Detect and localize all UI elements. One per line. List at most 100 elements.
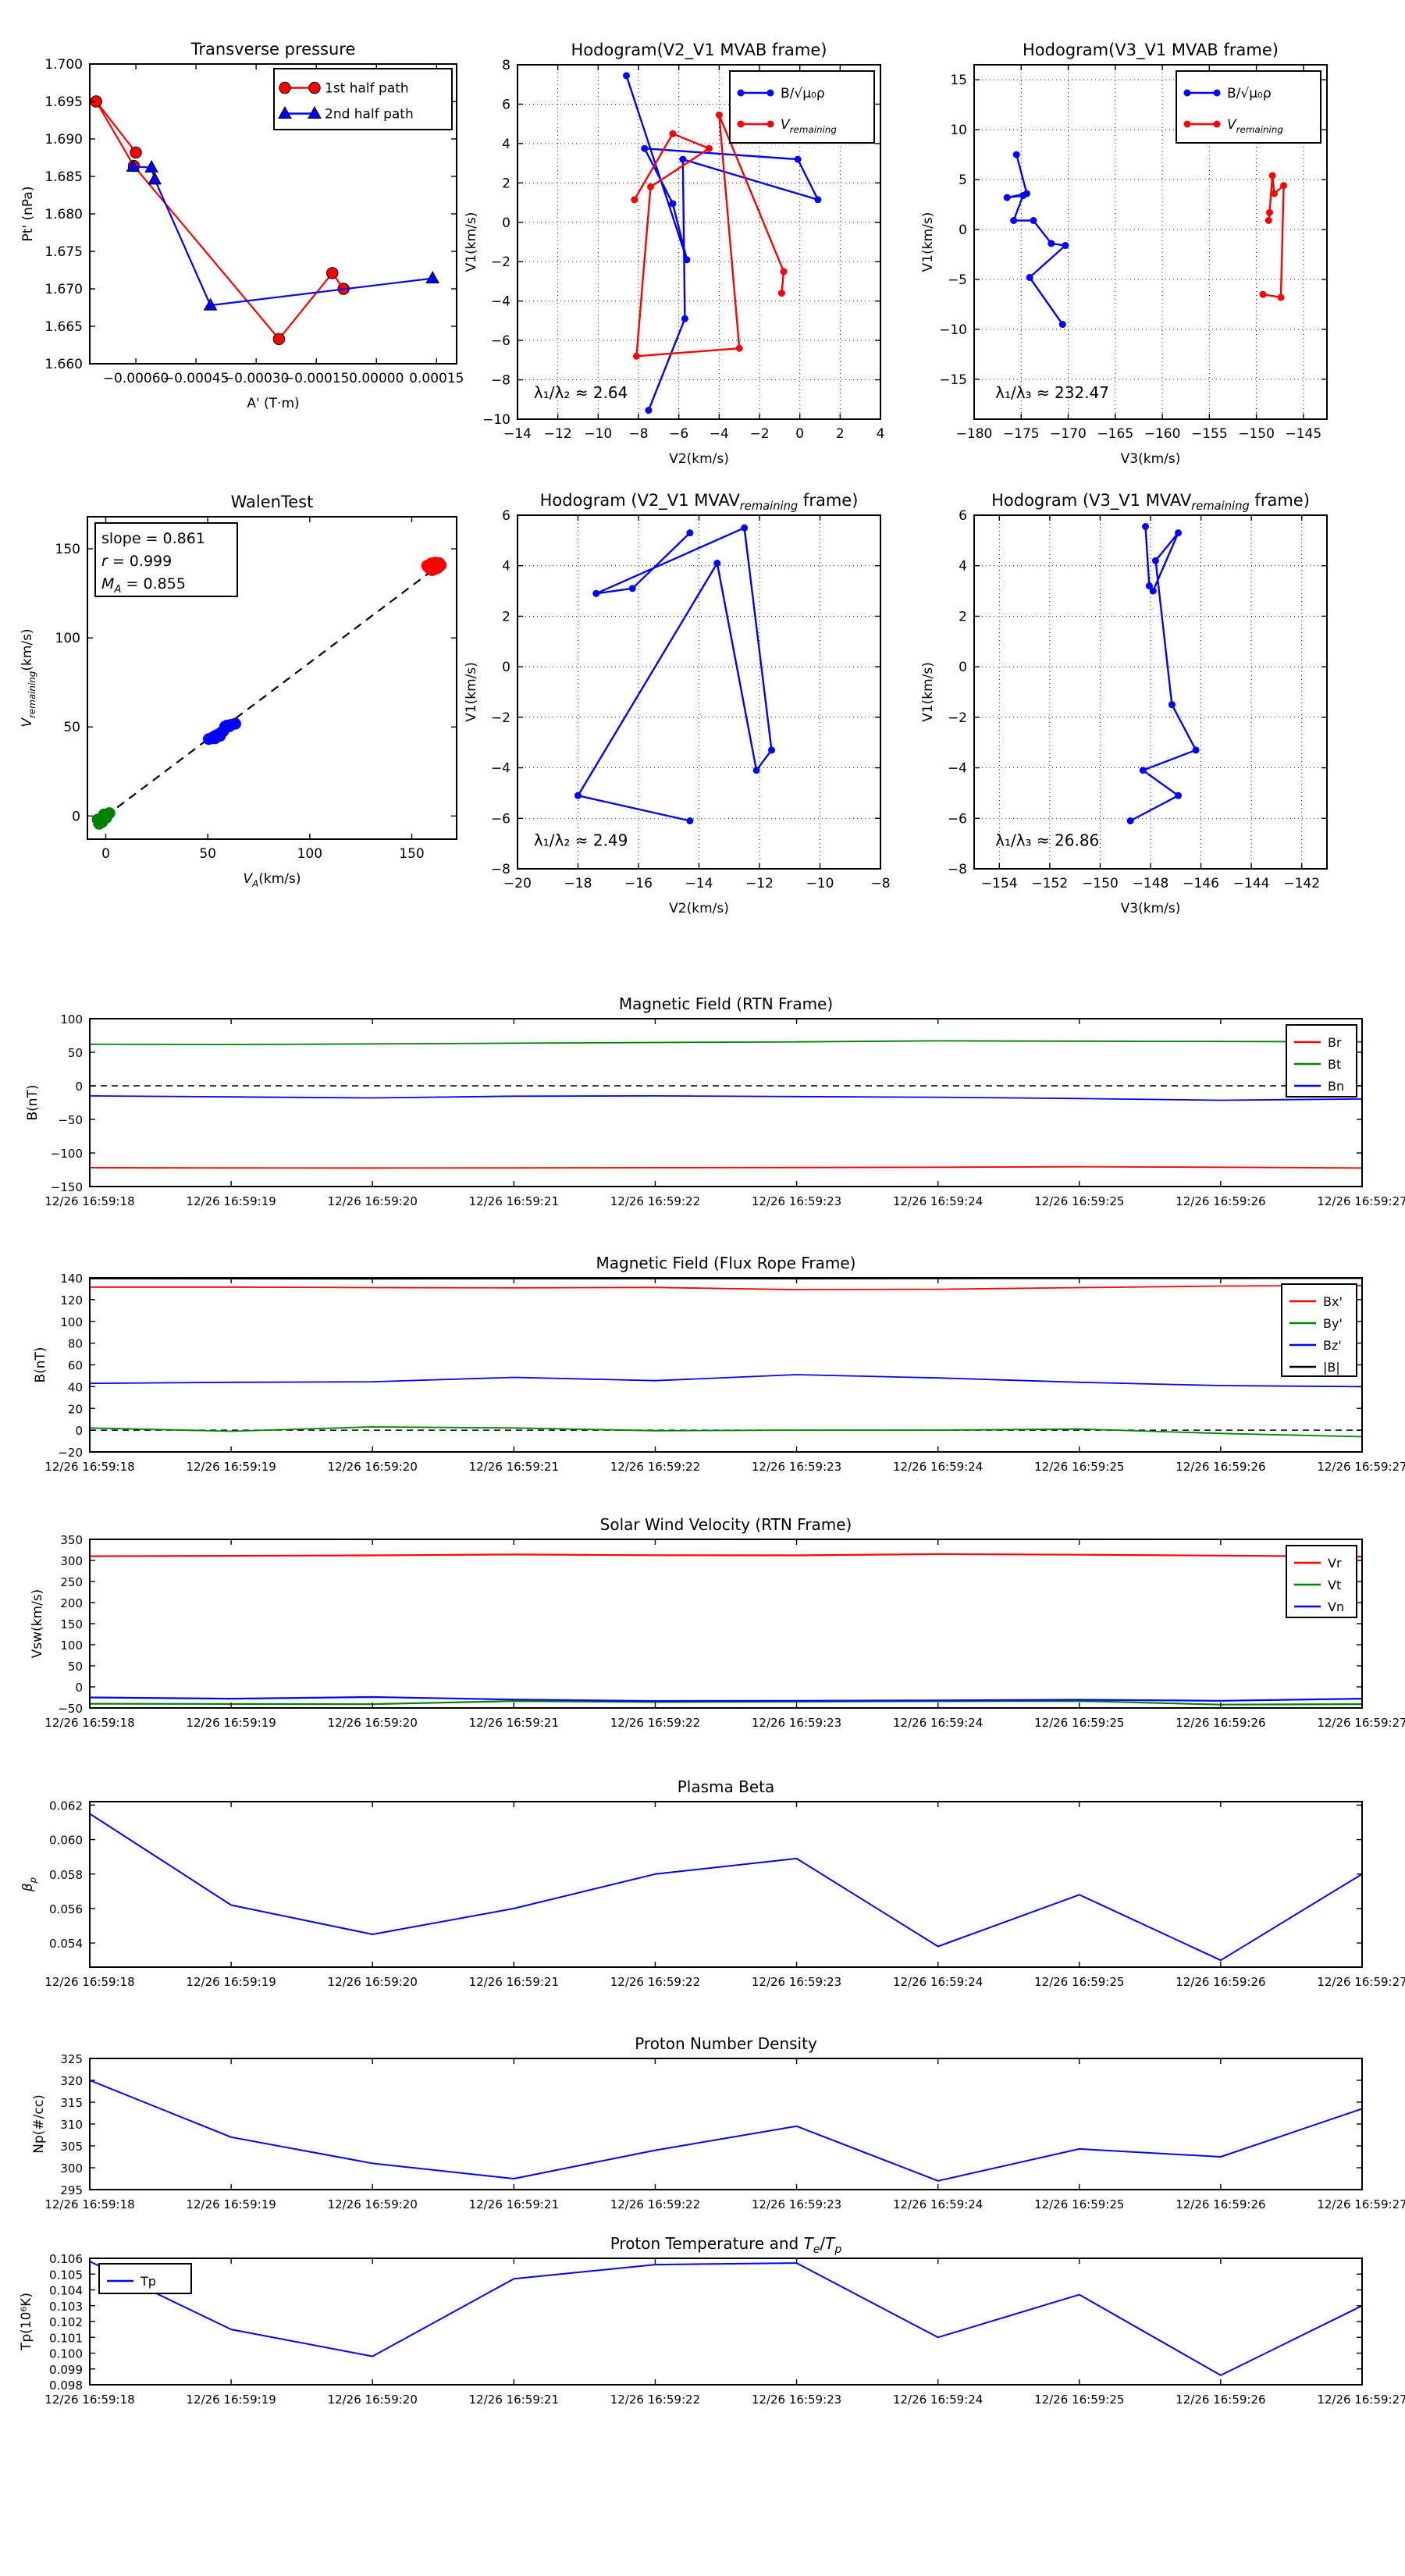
y-tick-label: 0.099 <box>49 2363 83 2377</box>
y-tick-label: 300 <box>60 1554 83 1568</box>
y-tick-label: −2 <box>491 254 510 270</box>
x-tick-label: 12/26 16:59:21 <box>469 1975 559 1989</box>
series-Bt <box>89 1040 1363 1045</box>
x-tick-label: 12/26 16:59:19 <box>186 1716 276 1730</box>
chart-title: Magnetic Field (RTN Frame) <box>619 994 833 1013</box>
y-tick-label: 5 <box>959 173 967 188</box>
x-tick-label: 12/26 16:59:18 <box>44 1460 134 1474</box>
data-point <box>432 561 444 574</box>
series-line <box>89 1813 1363 1962</box>
y-tick-label: 0.056 <box>49 1902 83 1916</box>
x-tick-label: −20 <box>503 876 532 891</box>
legend-item-label: Vremaining <box>781 117 837 135</box>
series-inbound-points <box>91 807 116 830</box>
y-tick-label: −100 <box>51 1147 83 1161</box>
chart-title: Magnetic Field (Flux Rope Frame) <box>596 1254 856 1272</box>
x-tick-label: 150 <box>399 846 424 862</box>
chart-title: Transverse pressure <box>190 40 356 59</box>
data-point-dot <box>1026 273 1033 281</box>
y-tick-label: −4 <box>491 761 510 777</box>
x-tick-label: 12/26 16:59:25 <box>1034 1975 1124 1989</box>
x-tick-label: 12/26 16:59:24 <box>893 2197 983 2211</box>
legend-frame <box>1176 70 1321 144</box>
data-point-dot <box>1271 190 1279 197</box>
data-point-dot <box>1010 217 1018 225</box>
chart-plasma_beta: 12/26 16:59:18 12/26 16:59:19 12/26 16:59:… <box>20 1777 1405 1989</box>
y-tick-label: 0 <box>72 809 80 824</box>
x-tick-label: −160 <box>1144 426 1181 442</box>
data-point-dot <box>741 524 749 532</box>
y-tick-label: −150 <box>51 1180 83 1194</box>
y-axis-label: βp <box>20 1877 38 1892</box>
y-tick-label: 0 <box>75 1681 83 1695</box>
y-tick-label: 1.685 <box>44 169 83 185</box>
y-tick-label: 6 <box>502 97 510 112</box>
x-tick-label: −142 <box>1283 876 1320 891</box>
data-point-dot <box>669 200 677 208</box>
y-tick-label: −2 <box>948 710 967 726</box>
y-axis-label: V1(km/s) <box>920 212 936 272</box>
x-tick-label: 12/26 16:59:19 <box>186 1460 276 1474</box>
x-tick-label: −6 <box>669 426 688 442</box>
data-point-dot <box>679 155 687 163</box>
data-point-dot <box>669 130 677 137</box>
y-tick-label: 0.060 <box>49 1834 83 1848</box>
data-point-dot <box>767 120 774 128</box>
data-point-dot <box>1012 151 1020 158</box>
x-tick-label: 12/26 16:59:22 <box>610 1716 700 1730</box>
y-tick-label: −2 <box>491 710 510 726</box>
series-B- <box>574 524 775 825</box>
data-point-dot <box>735 344 743 352</box>
y-axis-label: Pt' (nPa) <box>20 187 36 242</box>
x-tick-label: −0.00015 <box>283 371 350 386</box>
x-tick-label: 12/26 16:59:20 <box>328 1194 418 1208</box>
x-tick-label: 12/26 16:59:25 <box>1034 1194 1124 1208</box>
data-point-dot <box>1139 767 1147 774</box>
series-line <box>89 2080 1363 2182</box>
data-point-circle <box>326 267 339 279</box>
y-axis-label: Vremaining(km/s) <box>20 628 37 727</box>
x-tick-label: −148 <box>1133 876 1169 891</box>
data-point-dot <box>631 196 638 204</box>
series-Br <box>89 1165 1363 1169</box>
x-tick-label: −10 <box>584 426 612 442</box>
data-point-dot <box>683 256 691 264</box>
series-line <box>1005 154 1067 326</box>
y-tick-label: 1.670 <box>44 282 83 297</box>
x-tick-label: −150 <box>1082 876 1119 891</box>
x-tick-label: 12/26 16:59:26 <box>1176 1975 1265 1989</box>
y-tick-label: 4 <box>502 559 510 575</box>
x-tick-label: 12/26 16:59:24 <box>893 1975 983 1989</box>
x-tick-label: −14 <box>503 426 532 442</box>
x-tick-label: 12/26 16:59:27 <box>1317 2197 1405 2211</box>
x-tick-label: 12/26 16:59:27 <box>1317 1460 1405 1474</box>
y-tick-label: 40 <box>68 1380 83 1394</box>
chart-title: Hodogram(V3_V1 MVAB frame) <box>1023 41 1279 60</box>
y-tick-label: 0 <box>75 1080 83 1094</box>
data-point-triangle <box>425 271 440 284</box>
data-point-dot <box>1264 217 1272 225</box>
series-Bn <box>89 1095 1363 1101</box>
series-Bz- <box>89 1374 1363 1388</box>
series-B- <box>623 72 822 415</box>
legend: Bx' By' Bz' |B| <box>1281 1283 1357 1377</box>
series-Vr <box>89 1553 1363 1558</box>
legend-item-label: Vr <box>1328 1556 1342 1571</box>
y-tick-label: 4 <box>502 137 510 152</box>
legend-item-label: Tp <box>140 2274 156 2289</box>
data-point-dot <box>647 183 654 190</box>
x-tick-label: 12/26 16:59:27 <box>1317 1716 1405 1730</box>
y-tick-label: 0 <box>959 660 967 675</box>
series-line <box>89 1700 1363 1706</box>
y-tick-label: 60 <box>68 1359 83 1373</box>
data-point-triangle <box>144 159 158 173</box>
x-tick-label: 12/26 16:59:27 <box>1317 1975 1405 1989</box>
data-point-circle <box>279 81 291 94</box>
legend-item-label: Vremaining <box>1227 117 1283 135</box>
data-point-dot <box>1003 194 1011 201</box>
x-tick-label: −175 <box>1003 426 1040 442</box>
x-tick-label: 12/26 16:59:18 <box>44 1194 134 1208</box>
x-tick-label: 12/26 16:59:19 <box>186 2393 276 2407</box>
series-V-remaining <box>1259 172 1288 301</box>
y-tick-label: 50 <box>63 720 80 735</box>
